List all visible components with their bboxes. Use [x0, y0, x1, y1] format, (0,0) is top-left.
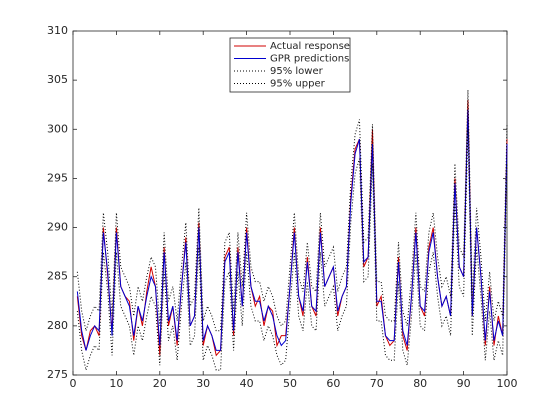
y-tick-label: 300: [47, 122, 68, 135]
legend-label: 95% lower: [270, 66, 324, 77]
x-tick-label: 60: [326, 377, 340, 390]
x-tick-label: 50: [283, 377, 297, 390]
x-tick-label: 10: [109, 377, 123, 390]
x-tick-label: 30: [196, 377, 210, 390]
y-tick-label: 310: [47, 24, 68, 37]
x-tick-label: 40: [240, 377, 254, 390]
y-tick-label: 295: [47, 171, 68, 184]
y-tick-label: 290: [47, 221, 68, 234]
y-tick-label: 305: [47, 73, 68, 86]
y-tick-label: 275: [47, 368, 68, 381]
series-line: [76, 109, 508, 351]
y-tick-label: 285: [47, 270, 68, 283]
x-tick-label: 70: [370, 377, 384, 390]
legend-label: Actual response: [270, 41, 350, 52]
x-tick-label: 0: [70, 377, 77, 390]
y-tick-label: 280: [47, 319, 68, 332]
x-tick-label: 90: [457, 377, 471, 390]
legend-label: 95% upper: [270, 79, 326, 90]
x-tick-label: 20: [153, 377, 167, 390]
x-tick-label: 80: [413, 377, 427, 390]
legend-label: GPR predictions: [270, 54, 349, 65]
x-tick-label: 100: [497, 377, 518, 390]
